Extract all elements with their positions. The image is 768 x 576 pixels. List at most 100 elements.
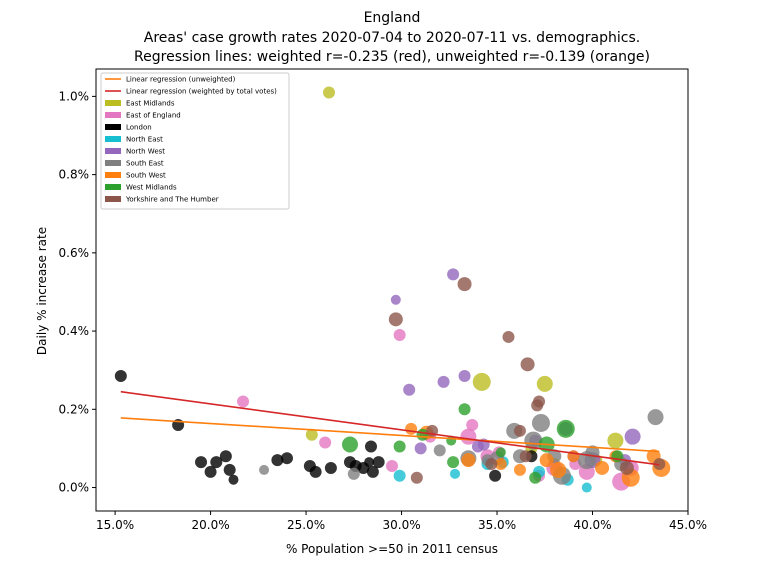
data-point (309, 465, 322, 478)
legend-swatch (105, 136, 121, 142)
data-point (513, 463, 526, 476)
data-point (513, 424, 526, 437)
legend-label: West Midlands (126, 184, 177, 192)
x-tick-label: 45.0% (669, 518, 707, 532)
legend-label: South West (126, 172, 166, 180)
data-point (458, 403, 471, 416)
data-point (458, 370, 471, 383)
data-point (485, 458, 498, 471)
data-point (364, 440, 377, 453)
legend-label: North East (126, 136, 163, 144)
y-tick-label: 0.0% (59, 481, 90, 495)
data-point (223, 463, 236, 476)
data-point (647, 409, 664, 426)
legend-label: East of England (126, 112, 181, 120)
data-point (502, 330, 515, 343)
data-point (472, 372, 491, 391)
data-point (536, 375, 553, 392)
legend-box (100, 72, 290, 210)
regression-line (120, 390, 660, 466)
data-point (259, 464, 270, 475)
y-tick-label: 0.6% (59, 246, 90, 260)
data-point (403, 383, 416, 396)
x-axis-label: % Population >=50 in 2011 census (286, 542, 498, 556)
plot-frame (95, 68, 689, 512)
data-point (271, 454, 284, 467)
legend-swatch (105, 100, 121, 106)
data-point (550, 461, 567, 478)
data-point (595, 460, 610, 475)
data-point (529, 471, 542, 484)
data-point (410, 471, 423, 484)
legend-label: South East (126, 160, 164, 168)
y-tick-label: 0.4% (59, 324, 90, 338)
data-point (489, 469, 502, 482)
data-point (386, 460, 398, 473)
legend-label: Linear regression (weighted by total vot… (126, 88, 277, 96)
legend-swatch (105, 196, 121, 202)
data-point (319, 436, 332, 449)
data-point (237, 395, 250, 408)
data-point (114, 370, 127, 383)
x-tick-label: 25.0% (287, 518, 325, 532)
y-axis-label: Daily % increase rate (35, 227, 49, 355)
data-point (393, 440, 406, 453)
x-tick-label: 35.0% (478, 518, 516, 532)
data-point (447, 268, 460, 281)
data-point (364, 457, 375, 468)
legend-label: Yorkshire and The Humber (125, 196, 219, 204)
legend-label: North West (126, 148, 165, 156)
data-point (393, 469, 406, 482)
legend-swatch (105, 160, 121, 166)
data-point (393, 328, 406, 341)
data-point (624, 428, 641, 445)
chart-subtitle-line-2: Regression lines: weighted r=-0.235 (red… (134, 49, 650, 65)
regression-line (120, 417, 660, 453)
data-point (619, 460, 634, 475)
data-point (457, 277, 472, 292)
data-point (533, 395, 546, 408)
data-point (495, 447, 506, 458)
legend-label: Linear regression (unweighted) (126, 76, 236, 84)
data-point (607, 432, 624, 449)
y-tick-label: 0.2% (59, 402, 90, 416)
data-point (228, 474, 239, 485)
legend-swatch (105, 172, 121, 178)
data-point (581, 482, 592, 493)
data-point (195, 456, 208, 469)
legend-label: East Midlands (126, 100, 175, 108)
data-point (324, 461, 337, 474)
data-point (461, 453, 476, 468)
data-point (437, 375, 450, 388)
data-point (519, 450, 532, 463)
data-point (210, 456, 223, 469)
data-point (520, 357, 535, 372)
data-point (347, 467, 360, 480)
data-point (204, 465, 217, 478)
x-tick-label: 30.0% (382, 518, 420, 532)
data-point (366, 465, 379, 478)
legend: Linear regression (unweighted) Linear reg… (100, 72, 290, 210)
x-tick-label: 40.0% (573, 518, 611, 532)
legend-swatch (105, 184, 121, 190)
legend-swatch (105, 112, 121, 118)
data-point (531, 413, 550, 432)
data-point (539, 453, 554, 468)
legend-swatch (105, 148, 121, 154)
data-point (388, 312, 403, 327)
data-point (556, 419, 575, 438)
data-point (433, 444, 446, 457)
data-point (322, 86, 335, 99)
x-tick-label: 15.0% (96, 518, 134, 532)
data-point (494, 458, 507, 471)
y-tick-label: 1.0% (59, 89, 90, 103)
data-point (460, 428, 477, 445)
data-point (305, 428, 318, 441)
y-tick-label: 0.8% (59, 168, 90, 182)
data-point (450, 468, 461, 479)
legend-swatch (105, 124, 121, 130)
data-point (466, 418, 479, 431)
data-point (524, 431, 543, 450)
chart-title: England (364, 10, 421, 26)
data-point (219, 450, 232, 463)
